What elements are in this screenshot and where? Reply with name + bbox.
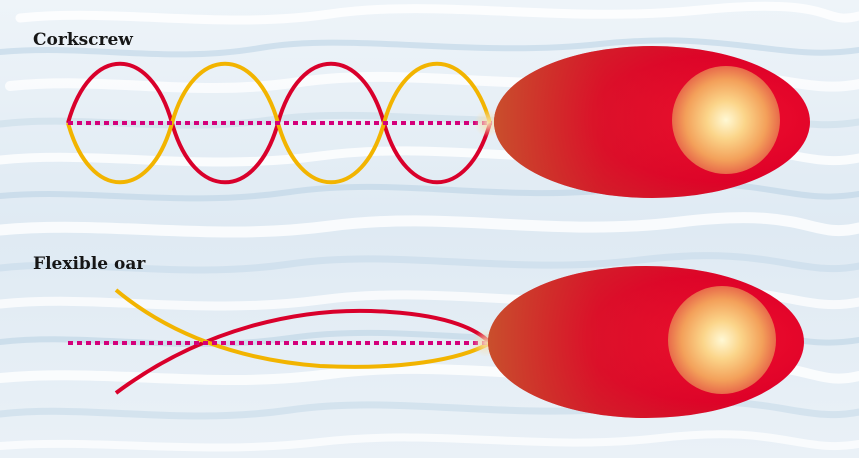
- flexible-oar-panel: [68, 266, 804, 418]
- flexible-oar-red-wave: [114, 308, 492, 395]
- corkscrew-label: Corkscrew: [33, 30, 133, 50]
- corkscrew-panel: [66, 46, 810, 198]
- corkscrew-nucleus: [672, 66, 780, 174]
- flexible-oar-nucleus: [668, 286, 776, 394]
- flexible-oar-yellow-wave: [114, 288, 491, 369]
- flexible-oar-label: Flexible oar: [33, 254, 146, 274]
